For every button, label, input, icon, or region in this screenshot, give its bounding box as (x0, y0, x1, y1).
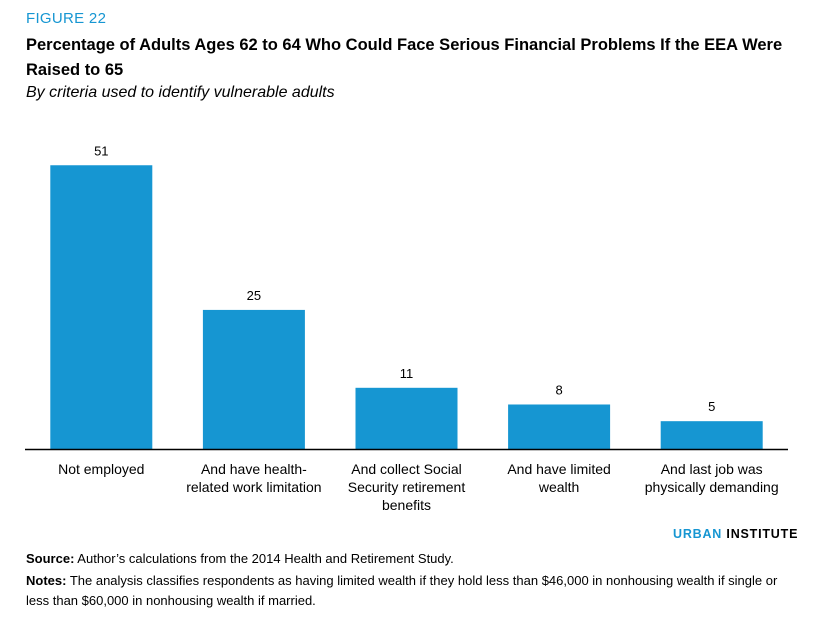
data-label: 5 (708, 399, 715, 414)
data-label: 51 (94, 143, 108, 158)
bar (202, 309, 305, 449)
bar (355, 387, 458, 449)
notes-text: The analysis classifies respondents as h… (26, 573, 778, 608)
chart-title: Percentage of Adults Ages 62 to 64 Who C… (26, 36, 783, 79)
data-label: 25 (247, 288, 261, 303)
data-label: 8 (555, 382, 562, 397)
category-label: Security retirement (348, 479, 466, 495)
notes-label: Notes: (26, 573, 67, 588)
bar (660, 421, 763, 449)
data-label: 11 (400, 366, 414, 381)
category-label: And collect Social (351, 461, 462, 477)
brand-part1: URBAN (673, 527, 723, 541)
category-label: wealth (538, 479, 579, 495)
chart-subtitle: By criteria used to identify vulnerable … (26, 84, 335, 101)
category-label: And have health- (201, 461, 307, 477)
figure-label: FIGURE 22 (26, 10, 107, 27)
source-text: Author’s calculations from the 2014 Heal… (74, 551, 454, 566)
category-label: physically demanding (645, 479, 779, 495)
brand-part2: INSTITUTE (726, 527, 799, 541)
category-label: And have limited (507, 461, 611, 477)
bar-chart: 51 Not employed 25 And have health-related … (25, 143, 788, 513)
category-label: benefits (382, 497, 431, 513)
source-note: Source: Author’s calculations from the 2… (26, 551, 454, 566)
source-label: Source: (26, 551, 75, 566)
brand-logo: URBAN INSTITUTE (673, 527, 798, 541)
bar (50, 165, 153, 449)
notes: Notes: The analysis classifies responden… (26, 571, 801, 611)
category-label: related work limitation (186, 479, 321, 495)
category-label: And last job was (661, 461, 763, 477)
bar (508, 404, 611, 449)
category-label: Not employed (58, 461, 144, 477)
